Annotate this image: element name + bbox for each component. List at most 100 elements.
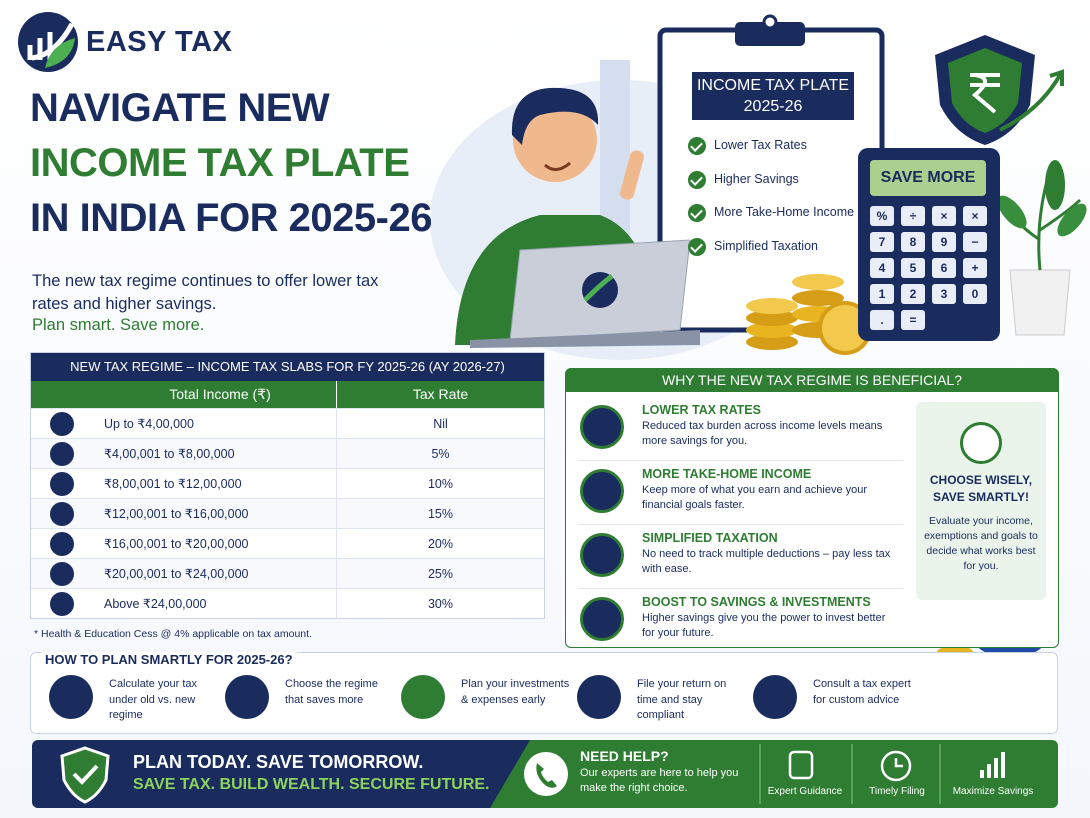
clipboard-item: Simplified Taxation — [714, 238, 818, 253]
calculator-display: SAVE MORE — [870, 160, 986, 196]
table-footnote: * Health & Education Cess @ 4% applicabl… — [34, 628, 312, 640]
footer-icons — [60, 744, 1005, 804]
calculator-key: 0 — [963, 284, 987, 304]
calculator-key: % — [870, 206, 894, 226]
table-header: Total Income (₹) Tax Rate — [31, 381, 544, 408]
table-row: ₹20,00,001 to ₹24,00,000 25% — [31, 558, 544, 588]
benefit-text: Keep more of what you earn and achieve y… — [642, 484, 868, 511]
benefit-text: No need to track multiple deductions – p… — [642, 548, 891, 575]
table-row: ₹4,00,001 to ₹8,00,000 5% — [31, 438, 544, 468]
clipboard-item: More Take-Home Income — [714, 205, 855, 219]
row-icon — [50, 472, 74, 496]
row-icon-cell — [31, 529, 96, 558]
rate-cell: 10% — [336, 469, 544, 498]
help-title: NEED HELP? — [580, 748, 669, 764]
step-icon — [401, 675, 445, 719]
hero-description: The new tax regime continues to offer lo… — [32, 272, 379, 313]
benefit-icon — [580, 597, 624, 641]
row-icon-cell — [31, 439, 96, 468]
leaf — [1057, 203, 1087, 237]
benefit-title: LOWER TAX RATES — [642, 403, 761, 417]
laptop-base — [470, 330, 700, 348]
check-icon — [960, 422, 1002, 464]
income-cell: Up to ₹4,00,000 — [104, 417, 194, 431]
advice-title: CHOOSE WISELY, SAVE SMARTLY! — [929, 473, 1033, 504]
header-cell: Total Income (₹) — [169, 386, 271, 402]
footer-shield — [60, 746, 110, 804]
clipboard-title: INCOME TAX PLATE 2025-26 — [692, 72, 854, 120]
row-icon-cell — [31, 499, 96, 528]
clip-ring — [762, 14, 778, 30]
plan-step: Choose the regime that saves more — [225, 675, 410, 725]
calculator-key: 9 — [932, 232, 956, 252]
advice-card: CHOOSE WISELY, SAVE SMARTLY! Evaluate yo… — [916, 402, 1046, 600]
calculator-key: 4 — [870, 258, 894, 278]
benefit-icon — [580, 469, 624, 513]
calculator-key: × — [963, 206, 987, 226]
benefits-panel: WHY THE NEW TAX REGIME IS BENEFICIAL? LO… — [565, 368, 1059, 648]
hero-tagline: Plan smart. Save more. — [32, 316, 205, 334]
rate-cell: 20% — [336, 529, 544, 558]
income-cell: ₹12,00,001 to ₹16,00,000 — [104, 507, 249, 521]
row-icon-cell — [31, 469, 96, 498]
phone-icon — [536, 763, 557, 788]
row-icon-cell — [31, 409, 96, 438]
row-icon-cell — [31, 589, 96, 618]
calculator: SAVE MORE % ÷ × × 7 8 9− 4 5 6 +1 2 3 0. = — [858, 148, 1000, 341]
calculator-key: 8 — [901, 232, 925, 252]
person-hair — [511, 87, 599, 145]
footer-feature: Maximize Savings — [952, 786, 1034, 797]
calculator-key: 3 — [932, 284, 956, 304]
calculator-key: ÷ — [901, 206, 925, 226]
benefit-item: BOOST TO SAVINGS & INVESTMENTS Higher sav… — [578, 591, 903, 653]
calculator-key: 1 — [870, 284, 894, 304]
footer-headline: PLAN TODAY. SAVE TOMORROW. — [133, 752, 424, 772]
table-row: ₹8,00,001 to ₹12,00,000 10% — [31, 468, 544, 498]
leaf — [1045, 160, 1065, 210]
coins — [746, 274, 872, 355]
brand: EASY TAX — [86, 26, 233, 58]
hero-title-line: NAVIGATE NEW — [30, 86, 330, 130]
income-cell: Above ₹24,00,000 — [104, 597, 207, 611]
calculator-key: . — [870, 310, 894, 330]
growth-arrow — [999, 69, 1064, 132]
hero-title-line: IN INDIA FOR 2025-26 — [30, 196, 432, 240]
calculator-key: + — [963, 258, 987, 278]
step-text: Consult a tax expert for custom advice — [813, 678, 911, 706]
benefit-text: Higher savings give you the power to inv… — [642, 612, 886, 639]
step-text: Choose the regime that saves more — [285, 678, 378, 706]
rate-cell: Nil — [336, 409, 544, 438]
laptop-logo-leaf — [583, 274, 614, 302]
phone-circle — [524, 752, 568, 796]
clock-hands — [894, 758, 903, 768]
benefit-title: MORE TAKE-HOME INCOME — [642, 467, 812, 481]
benefit-title: BOOST TO SAVINGS & INVESTMENTS — [642, 595, 871, 609]
calculator-key: 7 — [870, 232, 894, 252]
check-icon — [688, 170, 706, 189]
rate-cell: 30% — [336, 589, 544, 618]
calculator-key: = — [901, 310, 925, 330]
table-row: ₹16,00,001 to ₹20,00,000 20% — [31, 528, 544, 558]
guidance-icon — [788, 750, 814, 780]
clipboard-item: Higher Savings — [714, 171, 799, 186]
row-icon — [50, 412, 74, 436]
row-icon — [50, 532, 74, 556]
calculator-key: × — [932, 206, 956, 226]
plan-step: Consult a tax expert for custom advice — [753, 675, 938, 725]
income-cell: ₹8,00,001 to ₹12,00,000 — [104, 477, 242, 491]
help-text: Our experts are here to help you make th… — [580, 767, 739, 794]
savings-icon — [980, 752, 1005, 778]
step-text: Calculate your tax under old vs. new reg… — [109, 678, 198, 721]
pot — [1009, 269, 1071, 336]
footer-feature: Expert Guidance — [767, 786, 843, 797]
plan-title: HOW TO PLAN SMARTLY FOR 2025-26? — [41, 652, 297, 667]
rate-cell: 25% — [336, 559, 544, 588]
person-smile — [543, 161, 571, 171]
table-row: Up to ₹4,00,000 Nil — [31, 408, 544, 438]
check-icon — [688, 204, 706, 222]
benefit-title: SIMPLIFIED TAXATION — [642, 531, 778, 545]
advice-text: Evaluate your income, exemptions and goa… — [924, 515, 1038, 572]
clipboard-item: Lower Tax Rates — [714, 138, 807, 152]
benefit-item: LOWER TAX RATES Reduced tax burden across… — [578, 399, 903, 461]
